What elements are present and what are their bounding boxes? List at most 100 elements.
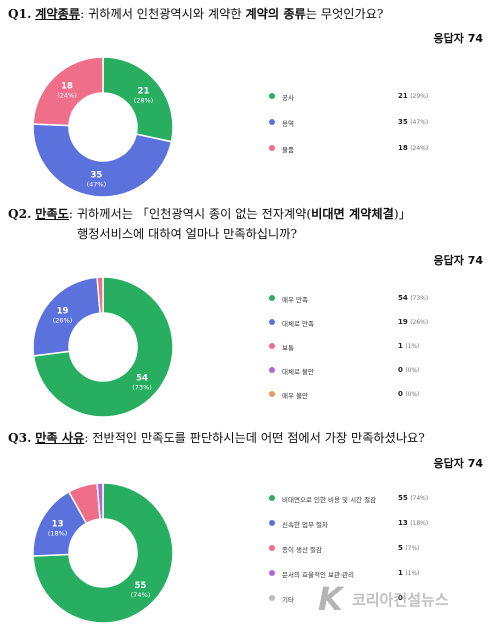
legend-percent: (47%) [410,119,429,126]
legend-label: 대체로 불만 [282,368,314,376]
legend-label: 보통 [282,344,294,352]
legend-label: 공사 [282,94,294,102]
legend-item: 대체로 만족 19 (26%) [262,318,432,328]
donut-svg: 55(74%) 13(18%) [32,482,174,624]
question-topic: 만족도 [35,207,69,221]
legend-swatch-icon [269,545,275,551]
legend-swatch-icon [269,295,275,301]
slice-value-label: 18 [61,81,73,91]
chart-2-donut: 54 (73%) 19 (26%) [28,272,178,422]
legend-percent: (18%) [410,520,429,527]
donut-slice [96,276,104,314]
legend-label: 대체로 만족 [282,320,314,328]
donut-slice [32,123,173,198]
legend-label: 매우 불만 [282,392,308,400]
legend-percent: (74%) [410,495,429,502]
legend-percent: (0%) [405,391,420,398]
legend-item: 문서의 효율적인 보관·관리 1 (1%) [262,569,432,579]
question-topic: 계약종류 [35,7,81,21]
question-text: : 전반적인 만족도를 판단하시는데 어떤 점에서 가장 만족하셨나요? [84,431,425,445]
legend-label: 비대면으로 인한 비용 및 시간 절감 [282,496,377,504]
slice-value-label: 21 [138,86,150,96]
legend-item: 용역 35 (47%) [262,118,432,128]
legend-item: 대체로 불만 0 (0%) [262,366,432,376]
slice-percent-label: (73%) [132,383,152,391]
legend-percent: (29%) [410,93,429,100]
slice-value-label: 35 [90,171,102,181]
donut-slice [32,482,174,624]
legend-label: 물품 [282,146,294,154]
legend-swatch-icon [269,367,275,373]
legend-item: 비대면으로 인한 비용 및 시간 절감 55 (74%) [262,494,432,504]
slice-percent-label: (24%) [57,91,77,99]
legend-label: 신속한 업무 절차 [282,521,328,529]
legend-label: 매우 만족 [282,296,308,304]
slice-value-label: 19 [57,306,69,316]
question-text-strong: 계약의 종류 [245,7,306,21]
legend-item: 보통 1 (1%) [262,342,432,352]
question-text-end: 는 무엇인가요? [305,7,384,21]
legend-label: 문서의 효율적인 보관·관리 [282,571,354,579]
chart-3-donut: 55 (74%) 13 (18%) [28,478,178,628]
legend-percent: (24%) [410,145,429,152]
legend-count: 55 (74%) [398,494,429,502]
question-1: Q1. 계약종류: 귀하께서 인천광역시와 계약한 계약의 종류는 무엇인가요? [8,6,489,23]
legend-label: 용역 [282,120,294,128]
question-text-line-2: 행정서비스에 대하여 얼마나 만족하십니까? [77,227,297,241]
question-number: Q2. [8,207,32,221]
slice-value-label: 54 [136,373,148,383]
legend-item: 매우 만족 54 (73%) [262,294,432,304]
legend-label: 종이 생산 절감 [282,546,323,554]
donut-slice [96,482,104,520]
slice-percent-label: (26%) [53,316,73,324]
legend-swatch-icon [269,520,275,526]
question-number: Q3. [8,431,32,445]
question-text: : 귀하께서는 「인천광역시 종이 없는 전자계약( [68,207,312,221]
legend-swatch-icon [269,343,275,349]
legend-swatch-icon [269,93,275,99]
legend-percent: (73%) [410,295,429,302]
legend-count: 0 (0%) [398,366,420,374]
donut-slice [32,276,101,357]
question-text-strong: 비대면 계약체결 [311,207,394,221]
legend-count: 1 (1%) [398,569,420,577]
donut-slice [102,56,174,143]
slice-percent-label: (74%) [131,591,151,599]
legend-swatch-icon [269,570,275,576]
legend-item: 종이 생산 절감 5 (7%) [262,544,432,554]
question-text-end: )」 [393,207,411,221]
legend-percent: (26%) [410,319,429,326]
donut-slice [32,56,104,127]
legend-percent: (7%) [405,545,420,552]
legend-swatch-icon [269,319,275,325]
legend-percent: (1%) [405,570,420,577]
respondent-count: 응답자 74 [433,457,484,470]
legend-count: 0 [398,594,403,602]
legend-count: 18 (24%) [398,144,429,152]
legend-count: 13 (18%) [398,519,429,527]
legend-item: 매우 불만 0 (0%) [262,390,432,400]
question-number: Q1. [8,7,32,21]
respondent-count: 응답자 74 [433,254,484,267]
watermark-text: 코리아컨설뉴스 [352,591,449,609]
legend-count: 0 (0%) [398,390,420,398]
legend-swatch-icon [269,119,275,125]
question-3: Q3. 만족 사유: 전반적인 만족도를 판단하시는데 어떤 점에서 가장 만족… [8,430,489,447]
chart-1-donut: 21 (28%) 35 (47%) 18 (24%) [28,52,178,202]
news-logo-watermark: K 코리아컨설뉴스 [318,580,488,618]
legend-swatch-icon [269,595,275,601]
slice-value-label: 55 [135,581,147,591]
legend-percent: (0%) [405,367,420,374]
logo-k-icon: K [318,580,343,618]
slice-percent-label: (18%) [48,530,68,538]
legend-count: 54 (73%) [398,294,429,302]
legend-label: 기타 [282,596,294,604]
question-text: : 귀하께서 인천광역시와 계약한 [80,7,246,21]
question-topic: 만족 사유 [35,431,85,445]
slice-percent-label: (28%) [134,96,154,104]
legend-count: 1 (1%) [398,342,420,350]
question-2-line-2: 행정서비스에 대하여 얼마나 만족하십니까? [77,226,489,243]
donut-svg: 21(28%) 35(47%) 18(24%) [32,56,174,198]
legend-count: 21 (29%) [398,92,429,100]
slice-value-label: 13 [52,520,64,530]
